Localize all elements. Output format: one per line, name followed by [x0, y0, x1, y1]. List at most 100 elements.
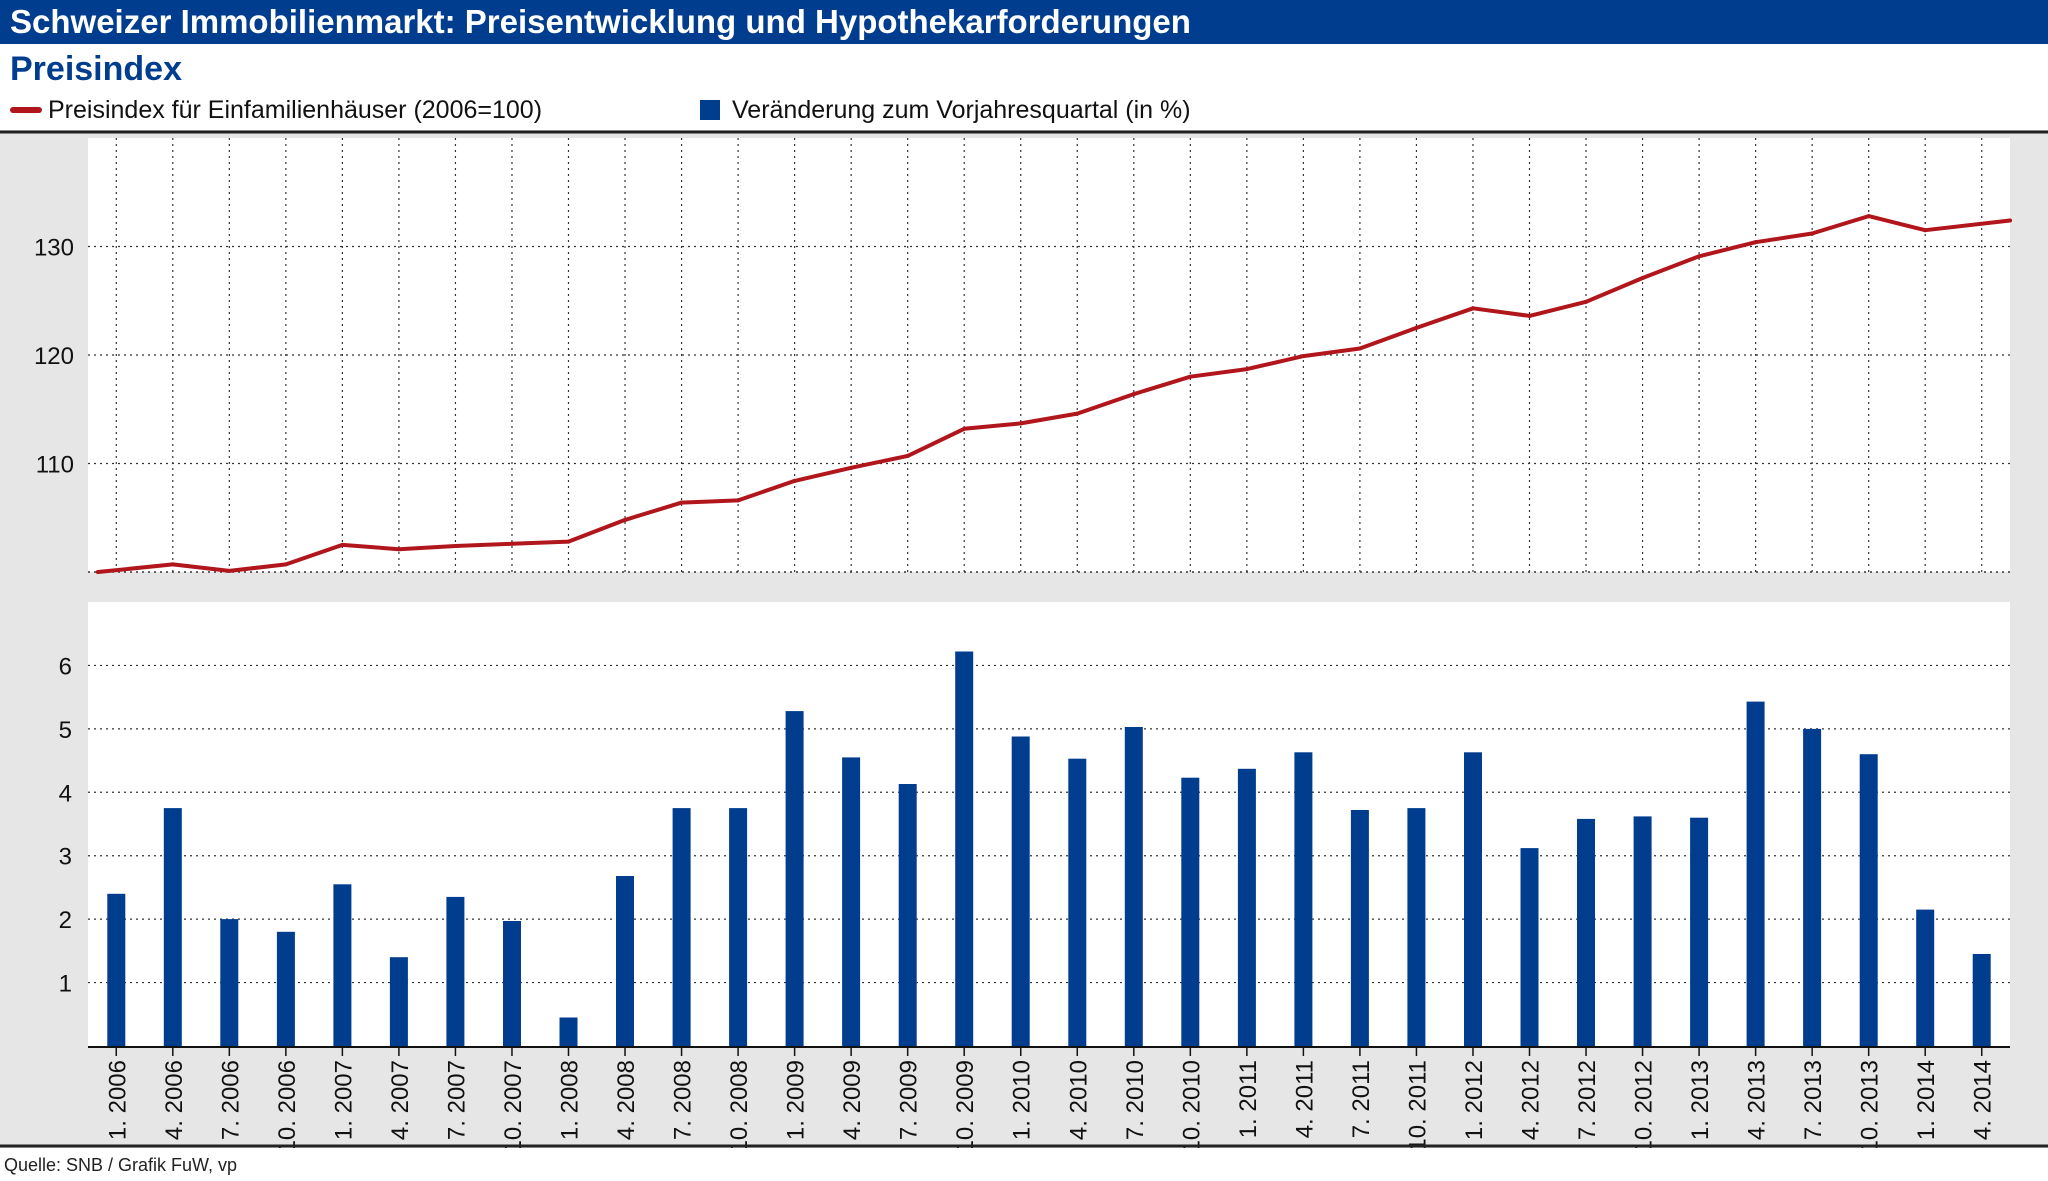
legend-bar-swatch: [700, 100, 720, 120]
change-bar: [1577, 818, 1595, 1046]
chart-title: Schweizer Immobilienmarkt: Preisentwickl…: [0, 0, 2048, 44]
change-bar: [785, 711, 804, 1046]
change-bar: [559, 1017, 578, 1046]
price-index-point: [1301, 354, 1306, 359]
x-tick-label: 10. 2008: [726, 1060, 753, 1148]
change-bar: [1520, 848, 1539, 1046]
chart-subtitle: Preisindex: [10, 50, 182, 88]
x-tick-label: 7. 2006: [217, 1060, 244, 1140]
x-tick-label: 4. 2006: [161, 1060, 188, 1140]
x-tick-label: 1. 2010: [1009, 1060, 1036, 1140]
change-bar: [1464, 752, 1482, 1046]
price-index-point: [1584, 299, 1589, 304]
price-index-point: [1075, 411, 1080, 416]
change-bar: [1916, 909, 1935, 1046]
price-index-point: [1923, 228, 1928, 233]
price-index-point: [1810, 231, 1815, 236]
price-index-point: [2008, 218, 2012, 223]
x-tick-label: 4. 2010: [1065, 1060, 1092, 1140]
x-tick-label: 1. 2011: [1235, 1060, 1262, 1138]
change-bar: [1407, 808, 1426, 1046]
bar-y-tick-label: 4: [59, 780, 72, 807]
price-index-point: [396, 547, 401, 552]
bar-y-tick-label: 5: [59, 717, 72, 744]
price-index-point: [1357, 346, 1362, 351]
x-tick-label: 4. 2009: [839, 1060, 866, 1140]
x-tick-label: 1. 2013: [1687, 1060, 1714, 1140]
x-tick-label: 10. 2010: [1178, 1060, 1205, 1148]
x-tick-label: 7. 2013: [1800, 1060, 1827, 1140]
change-bar: [955, 651, 974, 1046]
price-index-point: [1470, 306, 1475, 311]
x-tick-label: 10. 2011: [1404, 1060, 1431, 1148]
price-index-point: [96, 570, 100, 574]
change-bar: [1746, 701, 1765, 1046]
x-tick-label: 10. 2012: [1631, 1060, 1658, 1148]
price-index-point: [905, 453, 910, 458]
price-index-point: [283, 562, 288, 567]
change-bar: [1690, 817, 1709, 1046]
price-index-point: [1697, 254, 1702, 259]
price-index-point: [849, 465, 854, 470]
source-note: Quelle: SNB / Grafik FuW, vp: [4, 1155, 238, 1175]
x-tick-label: 4. 2014: [1970, 1060, 1997, 1140]
x-tick-label: 1. 2007: [330, 1060, 357, 1140]
x-tick-label: 7. 2007: [443, 1060, 470, 1140]
line-y-tick-label: 130: [34, 235, 74, 262]
x-tick-label: 4. 2011: [1291, 1060, 1318, 1138]
x-tick-label: 4. 2012: [1518, 1060, 1545, 1140]
legend-bar-label: Veränderung zum Vorjahresquartal (in %): [732, 95, 1191, 124]
change-bar: [1011, 736, 1030, 1046]
change-bar: [503, 921, 521, 1046]
x-tick-label: 1. 2009: [783, 1060, 810, 1140]
price-index-point: [509, 541, 514, 546]
line-y-tick-label: 110: [36, 452, 74, 479]
change-bar: [389, 957, 408, 1046]
price-index-point: [1753, 240, 1758, 245]
bar-y-tick-label: 2: [59, 907, 72, 934]
price-index-point: [1640, 275, 1645, 280]
change-bar: [729, 808, 748, 1046]
line-y-tick-label: 120: [34, 343, 74, 370]
change-bar: [616, 876, 634, 1046]
chart-area: 110 120 130 1 2 3 4 5 6 1. 2006 4. 2006 7. 2006 10. …: [0, 130, 2048, 1153]
x-tick-label: 7. 2010: [1122, 1060, 1149, 1140]
change-bar: [898, 784, 917, 1046]
x-tick-label: 10. 2006: [274, 1060, 301, 1148]
change-bar: [220, 919, 239, 1046]
price-index-point: [566, 539, 571, 544]
chart-svg: 110 120 130 1 2 3 4 5 6 1. 2006 4. 2006 7. 2006 10. …: [0, 130, 2048, 1153]
legend-bar-entry: Veränderung zum Vorjahresquartal (in %): [700, 90, 1191, 130]
price-index-point: [1188, 374, 1193, 379]
legend-line-swatch: [10, 107, 42, 113]
change-bar: [1803, 728, 1822, 1046]
price-index-point: [453, 543, 458, 548]
change-bar: [1859, 754, 1878, 1046]
x-tick-label: 1. 2008: [557, 1060, 584, 1140]
change-bar: [1972, 954, 1991, 1046]
price-index-point: [227, 568, 232, 573]
x-tick-label: 1. 2012: [1461, 1060, 1488, 1140]
x-tick-label: 10. 2009: [952, 1060, 979, 1148]
price-index-point: [1131, 392, 1136, 397]
price-index-point: [1866, 214, 1871, 219]
change-bar: [672, 808, 691, 1046]
change-bar: [1633, 816, 1652, 1046]
price-index-point: [1414, 325, 1419, 330]
x-tick-label: 10. 2013: [1857, 1060, 1884, 1148]
change-bar: [1350, 810, 1369, 1046]
change-bar: [842, 757, 861, 1046]
price-index-point: [736, 498, 741, 503]
price-index-point: [1527, 313, 1532, 318]
price-index-point: [792, 478, 797, 483]
price-index-point: [1244, 367, 1249, 372]
price-index-point: [962, 426, 967, 431]
change-bar: [107, 893, 126, 1046]
price-index-point: [623, 517, 628, 522]
x-tick-label: 7. 2012: [1574, 1060, 1601, 1140]
change-bar: [333, 884, 352, 1046]
legend-line-label: Preisindex für Einfamilienhäuser (2006=1…: [48, 95, 543, 124]
change-bar: [1068, 758, 1087, 1046]
price-index-line: [96, 214, 2012, 574]
x-tick-label: 1. 2006: [104, 1060, 131, 1140]
